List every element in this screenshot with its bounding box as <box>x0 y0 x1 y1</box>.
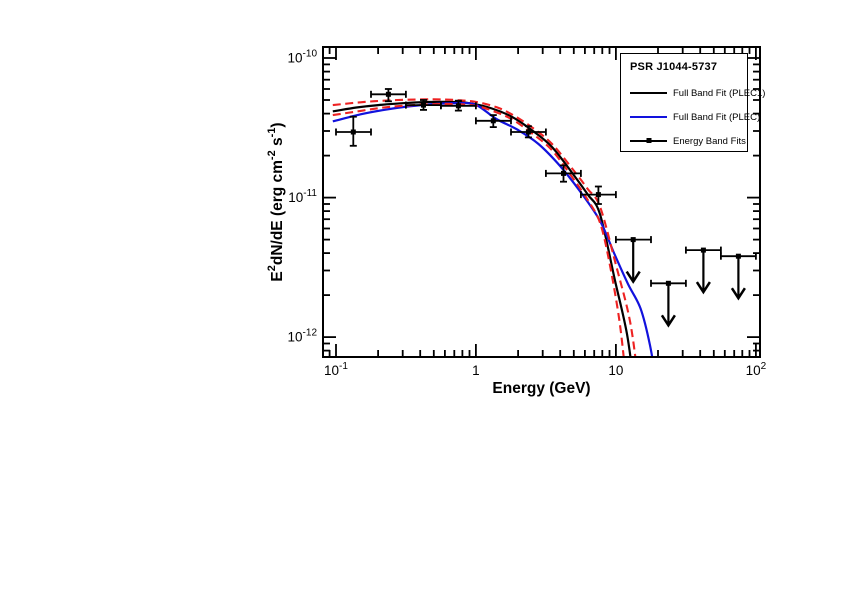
data-point <box>474 114 512 128</box>
curve-full-band-fit-plec1- <box>332 100 632 357</box>
legend-entry-plec: Full Band Fit (PLEC) <box>630 105 760 129</box>
svg-text:1: 1 <box>472 363 480 378</box>
square-marker-icon <box>455 103 461 109</box>
axis-ticks <box>323 47 760 357</box>
upper-limit <box>720 252 757 301</box>
down-arrow-icon <box>660 314 676 328</box>
plec-line-swatch <box>630 116 667 118</box>
energy-band-swatch <box>630 138 667 144</box>
legend-entry-energy-bands: Energy Band Fits <box>630 129 746 153</box>
curve-plec1-uncertainty-lower <box>332 102 625 357</box>
square-marker-icon <box>350 129 356 135</box>
svg-text:102: 102 <box>746 361 767 378</box>
square-marker-icon <box>630 237 636 243</box>
plot-frame <box>322 46 761 358</box>
down-arrow-icon <box>730 287 746 301</box>
data-point <box>545 164 582 183</box>
square-marker-icon <box>700 247 706 253</box>
fit-curves <box>332 98 654 357</box>
svg-text:10-1: 10-1 <box>324 361 348 378</box>
square-marker-icon <box>561 170 566 176</box>
data-point <box>335 115 372 147</box>
legend-title: PSR J1044-5737 <box>630 61 718 73</box>
svg-text:10: 10 <box>608 363 623 378</box>
square-marker-icon <box>490 118 496 124</box>
square-marker-icon <box>646 138 651 144</box>
down-arrow-icon <box>695 281 711 295</box>
curve-plec1-uncertainty-upper <box>332 98 637 357</box>
legend-label-energy-bands: Energy Band Fits <box>673 135 746 147</box>
upper-limit <box>650 279 687 328</box>
data-point <box>510 125 547 139</box>
square-marker-icon <box>595 192 601 198</box>
legend-entry-plec1: Full Band Fit (PLEC1) <box>630 81 765 105</box>
legend-label-plec: Full Band Fit (PLEC) <box>673 111 761 123</box>
square-marker-icon <box>385 91 391 97</box>
square-marker-icon <box>665 280 671 286</box>
upper-limit <box>615 236 652 284</box>
energy-band-data-points <box>335 88 617 205</box>
data-point <box>370 88 407 103</box>
svg-text:10-11: 10-11 <box>288 188 317 205</box>
data-point <box>439 99 477 112</box>
x-axis-title: Energy (GeV) <box>492 380 590 397</box>
svg-text:10-10: 10-10 <box>288 49 318 66</box>
square-marker-icon <box>525 129 531 135</box>
legend-box: PSR J1044-5737 Full Band Fit (PLEC1) Ful… <box>620 53 765 153</box>
upper-limit <box>685 246 722 295</box>
legend-label-plec1: Full Band Fit (PLEC1) <box>673 87 766 99</box>
square-marker-icon <box>735 253 741 259</box>
y-axis-title: E2dN/dE (erg cm-2 s-1) <box>266 122 286 281</box>
down-arrow-icon <box>625 270 641 284</box>
data-point <box>580 185 617 205</box>
square-marker-icon <box>421 102 426 108</box>
upper-limits <box>615 236 757 328</box>
svg-text:10-12: 10-12 <box>288 328 318 345</box>
data-point <box>404 99 442 111</box>
plec1-line-swatch <box>630 92 667 94</box>
